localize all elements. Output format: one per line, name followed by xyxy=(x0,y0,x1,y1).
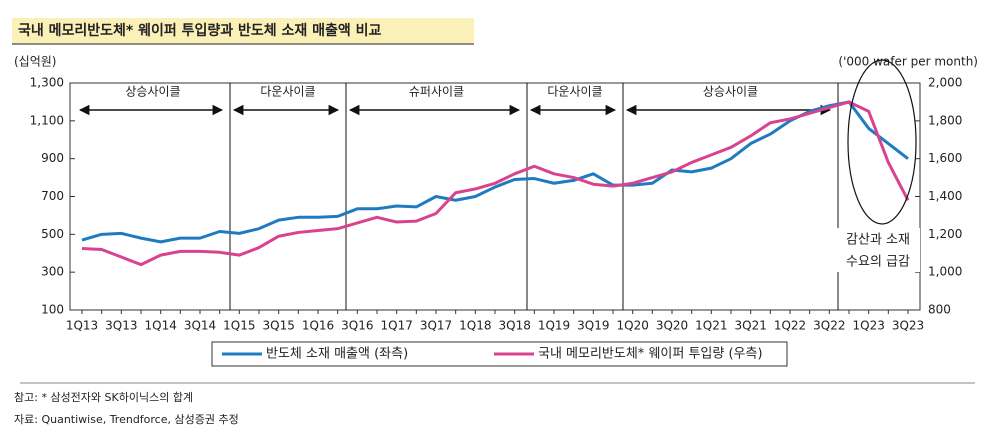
x-tick-label: 3Q16 xyxy=(341,319,373,333)
line-series xyxy=(81,100,909,244)
x-tick-label: 1Q16 xyxy=(302,319,334,333)
x-tick-label: 3Q14 xyxy=(184,319,216,333)
legend-label: 국내 메모리반도체* 웨이퍼 투입량 (우측) xyxy=(538,347,763,362)
chart-title: 국내 메모리반도체* 웨이퍼 투입량과 반도체 소재 매출액 비교 xyxy=(18,22,382,39)
y2-tick-label: 800 xyxy=(928,303,951,317)
x-tick-label: 1Q13 xyxy=(66,319,98,333)
y-tick-label: 1,300 xyxy=(30,76,64,90)
y-axis-label: (십억원) xyxy=(14,55,56,69)
x-tick-label: 3Q20 xyxy=(656,319,688,333)
note: 자료: Quantiwise, Trendforce, 삼성증권 추정 xyxy=(14,413,239,426)
x-tick-label: 3Q13 xyxy=(105,319,137,333)
y2-tick-label: 1,200 xyxy=(928,227,962,241)
y-tick-label: 500 xyxy=(41,227,64,241)
note: 참고: * 삼성전자와 SK하이닉스의 합계 xyxy=(14,390,193,404)
x-tick-label: 3Q23 xyxy=(892,319,924,333)
y-tick-label: 900 xyxy=(41,151,64,165)
x-tick-label: 3Q21 xyxy=(734,319,766,333)
phase-label: 다운사이클 xyxy=(547,85,602,99)
x-tick-label: 1Q18 xyxy=(459,319,491,333)
y2-tick-label: 1,000 xyxy=(928,265,962,279)
y-tick-label: 100 xyxy=(41,303,64,317)
annotation-text: 감산과 소재 xyxy=(846,233,910,248)
x-tick-label: 1Q23 xyxy=(852,319,884,333)
annotation-ellipse xyxy=(847,59,917,225)
x-tick-label: 3Q19 xyxy=(577,319,609,333)
x-tick-label: 3Q22 xyxy=(813,319,845,333)
y2-tick-label: 1,400 xyxy=(928,189,962,203)
y2-axis-label: ('000 wafer per month) xyxy=(838,55,978,69)
annotation-bg xyxy=(836,228,920,272)
x-tick-label: 1Q15 xyxy=(223,319,255,333)
y2-tick-label: 2,000 xyxy=(928,76,962,90)
line-series xyxy=(81,100,910,267)
title-highlight xyxy=(12,18,474,44)
x-tick-label: 1Q19 xyxy=(538,319,570,333)
y2-tick-label: 1,800 xyxy=(928,113,962,127)
legend-label: 반도체 소재 매출액 (좌측) xyxy=(266,347,408,362)
x-tick-label: 3Q17 xyxy=(420,319,452,333)
x-tick-label: 1Q17 xyxy=(380,319,412,333)
y-tick-label: 700 xyxy=(41,189,64,203)
x-tick-label: 1Q14 xyxy=(144,319,176,333)
x-tick-label: 1Q22 xyxy=(774,319,806,333)
y-tick-label: 300 xyxy=(41,265,64,279)
phase-label: 상승사이클 xyxy=(703,85,758,99)
x-tick-label: 1Q21 xyxy=(695,319,727,333)
x-tick-label: 1Q20 xyxy=(616,319,648,333)
annotation-text: 수요의 급감 xyxy=(846,255,910,270)
phase-label: 다운사이클 xyxy=(260,85,315,99)
phase-label: 슈퍼사이클 xyxy=(409,85,464,99)
y2-tick-label: 1,600 xyxy=(928,151,962,165)
y-tick-label: 1,100 xyxy=(30,113,64,127)
x-tick-label: 3Q18 xyxy=(498,319,530,333)
phase-label: 상승사이클 xyxy=(125,85,180,99)
x-tick-label: 3Q15 xyxy=(262,319,294,333)
